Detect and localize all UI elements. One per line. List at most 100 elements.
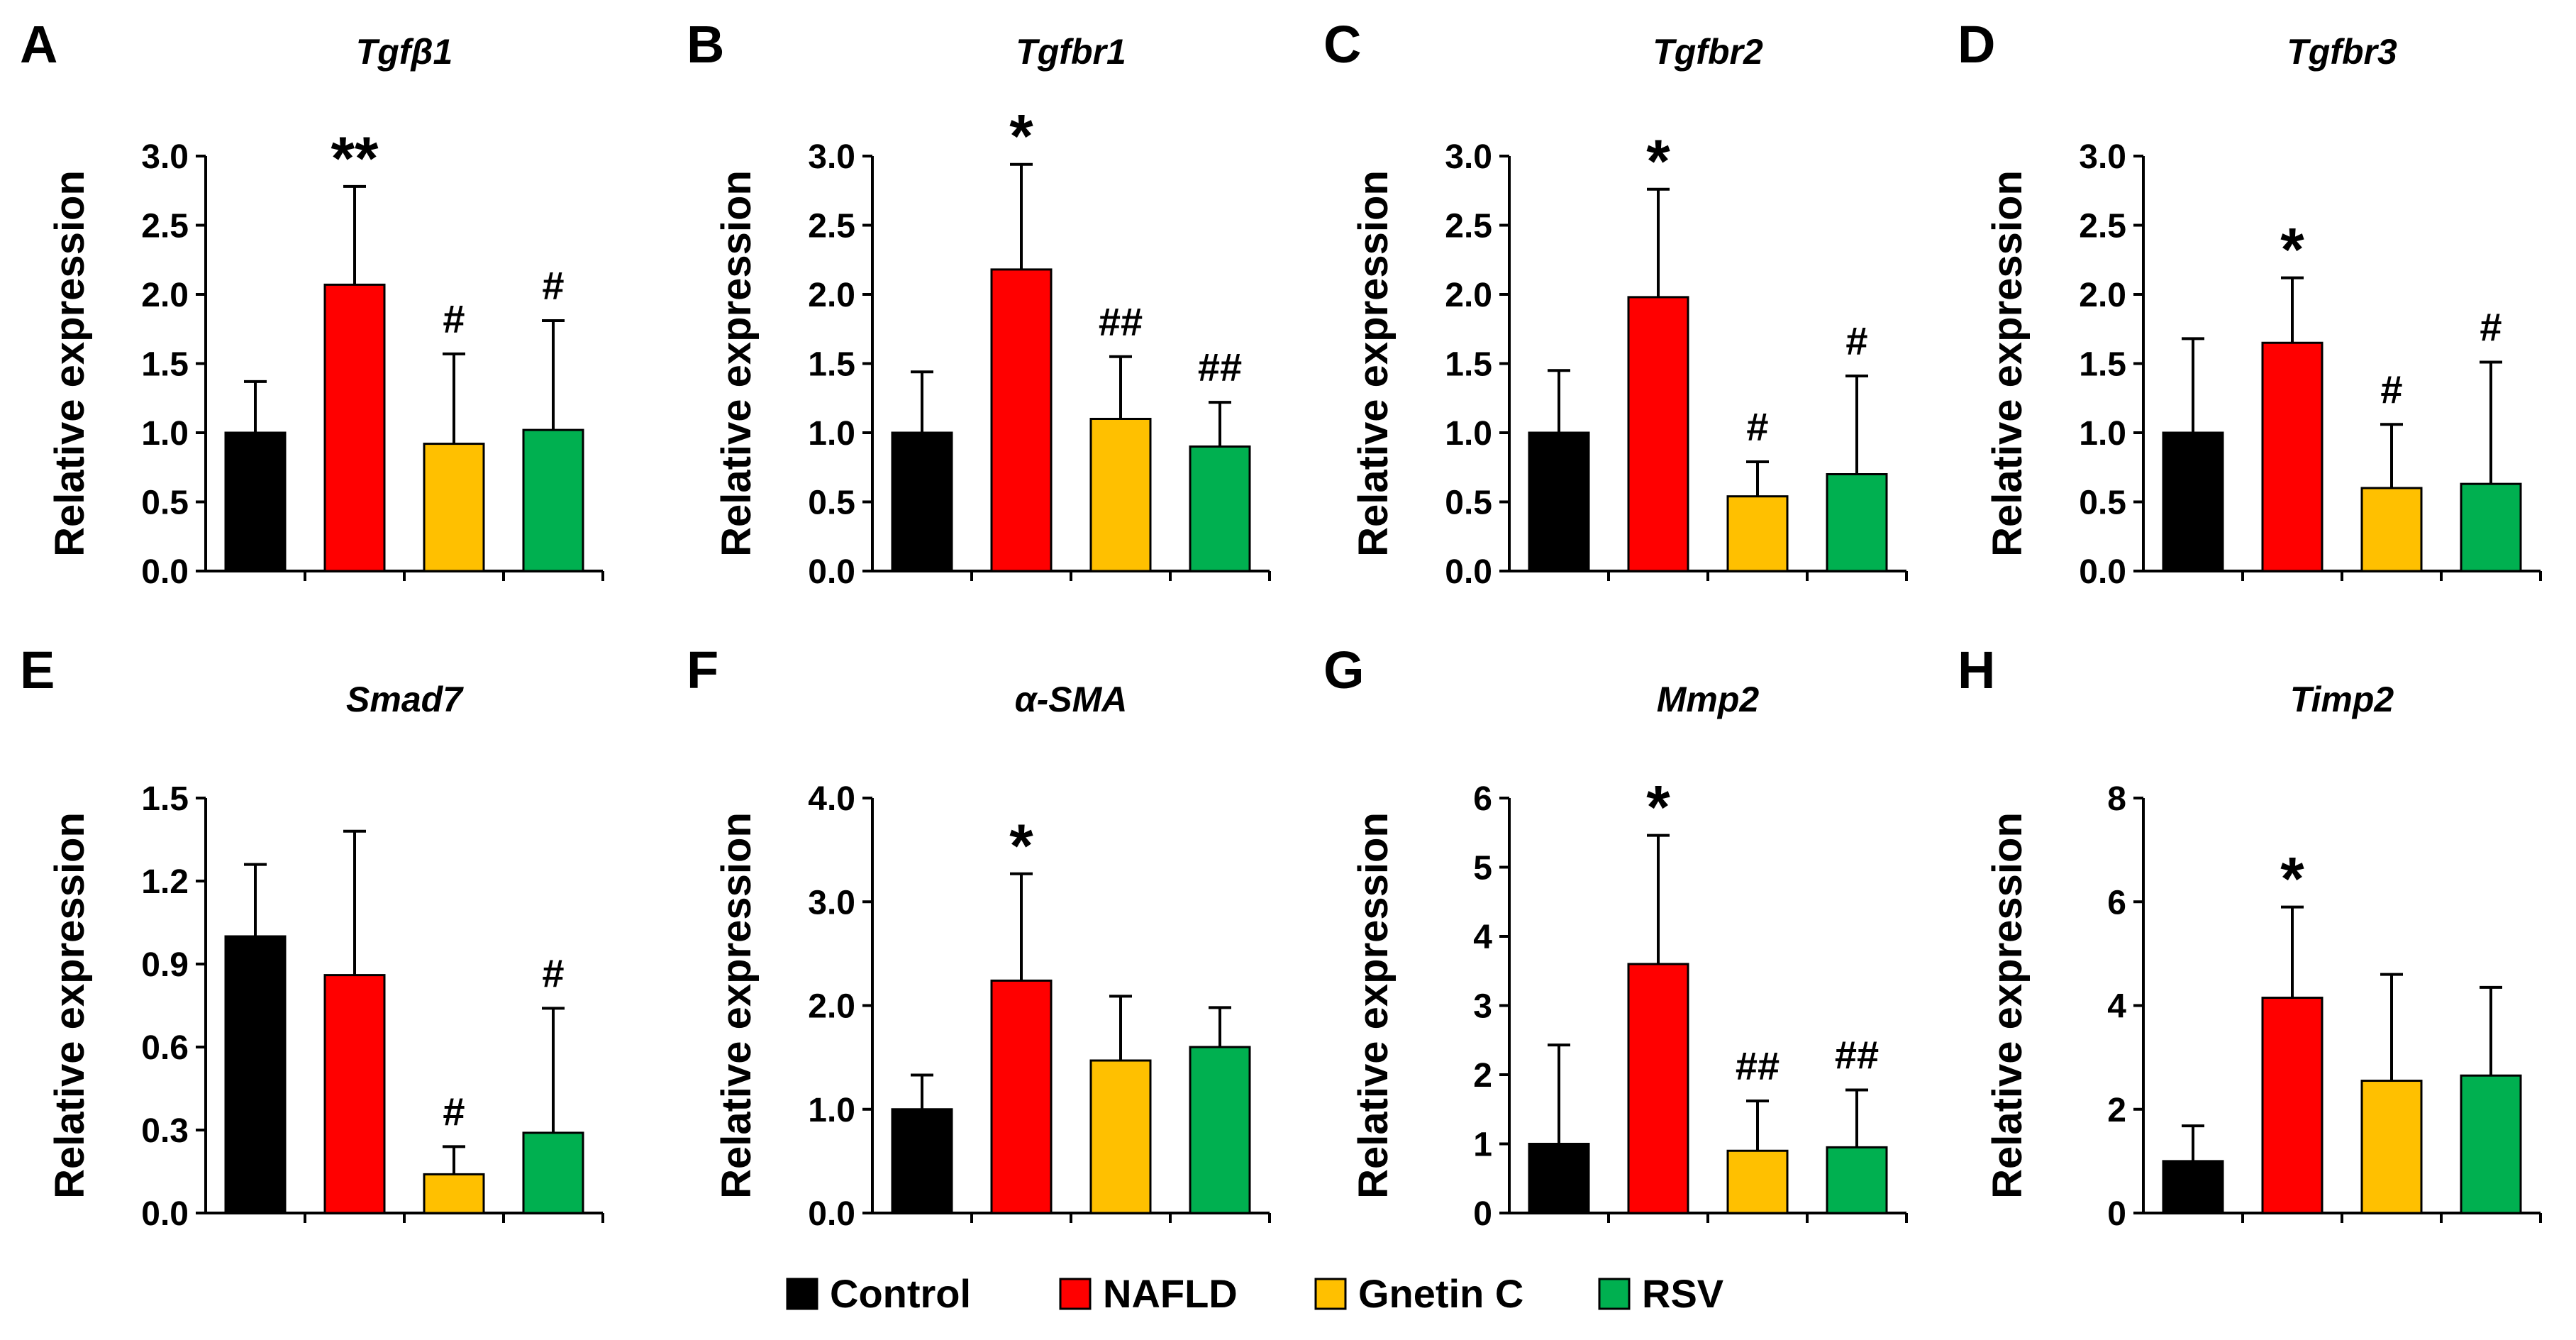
panel-g: G Mmp2 Relative expression 0 1 2 3 4 5 6 * ## ##: [1323, 641, 1908, 1233]
bar-nafld: [323, 974, 386, 1214]
y-tick-label: 3.0: [141, 138, 189, 176]
y-tick-label: 3.0: [2079, 138, 2126, 176]
significance-label: ##: [1736, 1043, 1780, 1088]
y-tick-label: 5: [1473, 850, 1492, 887]
significance-label: #: [1845, 319, 1867, 363]
bar-gnetin-c: [2360, 487, 2423, 572]
panel-letter: C: [1323, 15, 1361, 74]
panel-e: E Smad7 Relative expression 0.0 0.3 0.6 0.9 1.2…: [20, 641, 604, 1233]
panel-letter: A: [20, 15, 57, 74]
panel-letter: G: [1323, 641, 1365, 699]
legend-label: RSV: [1642, 1271, 1723, 1316]
panel-letter: D: [1958, 15, 1995, 74]
y-tick-label: 3.0: [808, 884, 855, 921]
chart-panels: A Tgfβ1 Relative expression 0.0 0.5 1.0 1.5 2.0…: [20, 15, 2542, 1233]
bar-control: [224, 935, 287, 1214]
bar-control: [1528, 1143, 1590, 1214]
y-tick-label: 0.5: [2079, 484, 2126, 522]
bar-rsv: [1826, 1146, 1888, 1214]
significance-label: *: [1646, 774, 1670, 842]
bar-rsv: [522, 1131, 584, 1214]
legend: Control NAFLD Gnetin C RSV: [786, 1271, 1723, 1316]
legend-swatch: [786, 1278, 818, 1310]
panel-h: H Timp2 Relative expression 0 2 4 6 8 *: [1958, 641, 2542, 1233]
y-tick-label: 4: [2107, 988, 2126, 1026]
y-tick-label: 2.5: [141, 208, 189, 245]
legend-swatch: [1059, 1278, 1092, 1310]
y-tick-label: 1.5: [808, 346, 855, 384]
y-tick-label: 2.0: [2079, 277, 2126, 314]
y-tick-label: 1.5: [141, 780, 189, 818]
y-tick-label: 0.5: [1445, 484, 1492, 522]
panel-title: Timp2: [2290, 680, 2394, 719]
bar-gnetin-c: [2360, 1080, 2423, 1214]
bar-rsv: [1826, 473, 1888, 572]
bar-control: [891, 1108, 953, 1214]
bar-gnetin-c: [1089, 1059, 1152, 1214]
significance-label: **: [331, 125, 379, 193]
bar-control: [1528, 431, 1590, 572]
bar-control: [2162, 431, 2224, 572]
legend-item-gnetin-c: Gnetin C: [1314, 1271, 1523, 1316]
significance-label: #: [443, 297, 465, 341]
bar-nafld: [2261, 997, 2324, 1214]
panel-letter: F: [687, 641, 718, 699]
y-tick-label: 1: [1473, 1126, 1492, 1164]
significance-label: ##: [1099, 299, 1143, 344]
y-tick-label: 0.0: [2079, 553, 2126, 591]
legend-label: Gnetin C: [1358, 1271, 1523, 1316]
y-tick-label: 2.0: [808, 277, 855, 314]
legend-item-control: Control: [786, 1271, 971, 1316]
y-axis-label: Relative expression: [1350, 812, 1397, 1199]
panel-title: Tgfbr2: [1653, 32, 1763, 72]
bar-gnetin-c: [1726, 1149, 1789, 1214]
y-tick-label: 1.0: [141, 415, 189, 453]
panel-b: B Tgfbr1 Relative expression 0.0 0.5 1.0 1.5 2.…: [687, 15, 1271, 591]
legend-swatch: [1314, 1278, 1347, 1310]
panel-title: Mmp2: [1657, 680, 1760, 719]
y-tick-label: 3.0: [808, 138, 855, 176]
y-tick-label: 4.0: [808, 780, 855, 818]
bar-control: [891, 431, 953, 572]
significance-label: *: [1646, 128, 1670, 196]
y-tick-label: 3: [1473, 988, 1492, 1026]
panel-title: Smad7: [346, 680, 464, 719]
bar-gnetin-c: [423, 443, 485, 572]
y-axis-label: Relative expression: [714, 812, 760, 1199]
significance-label: #: [2380, 367, 2402, 411]
panel-letter: H: [1958, 641, 1995, 699]
significance-label: *: [1009, 103, 1033, 171]
y-tick-label: 1.0: [1445, 415, 1492, 453]
y-tick-label: 0.6: [141, 1029, 189, 1067]
y-tick-label: 6: [1473, 780, 1492, 818]
y-axis-label: Relative expression: [1984, 170, 2031, 557]
y-tick-label: 2: [2107, 1092, 2126, 1129]
y-tick-label: 1.5: [141, 346, 189, 384]
panel-a: A Tgfβ1 Relative expression 0.0 0.5 1.0 1.5 2.0…: [20, 15, 604, 591]
y-tick-label: 2.0: [1445, 277, 1492, 314]
legend-item-nafld: NAFLD: [1059, 1271, 1238, 1316]
y-axis-label: Relative expression: [47, 812, 93, 1199]
bar-nafld: [990, 979, 1053, 1214]
y-tick-label: 0.5: [141, 484, 189, 522]
legend-label: Control: [830, 1271, 971, 1316]
significance-label: *: [2280, 846, 2304, 914]
bar-gnetin-c: [1089, 418, 1152, 572]
y-tick-label: 0.0: [808, 553, 855, 591]
significance-label: #: [2480, 305, 2502, 350]
bar-rsv: [2460, 482, 2522, 572]
bar-rsv: [522, 428, 584, 572]
y-tick-label: 4: [1473, 919, 1492, 956]
y-tick-label: 2.0: [141, 277, 189, 314]
panel-title: Tgfbr3: [2287, 32, 2397, 72]
y-tick-label: 1.5: [1445, 346, 1492, 384]
y-tick-label: 0.0: [141, 553, 189, 591]
bar-control: [224, 431, 287, 572]
bar-nafld: [1627, 963, 1689, 1214]
y-tick-label: 0: [2107, 1195, 2126, 1233]
bar-nafld: [323, 283, 386, 572]
panel-d: D Tgfbr3 Relative expression 0.0 0.5 1.0 1.5 2.…: [1958, 15, 2542, 591]
y-tick-label: 2.5: [2079, 208, 2126, 245]
significance-label: #: [542, 951, 564, 995]
y-axis-label: Relative expression: [1984, 812, 2031, 1199]
